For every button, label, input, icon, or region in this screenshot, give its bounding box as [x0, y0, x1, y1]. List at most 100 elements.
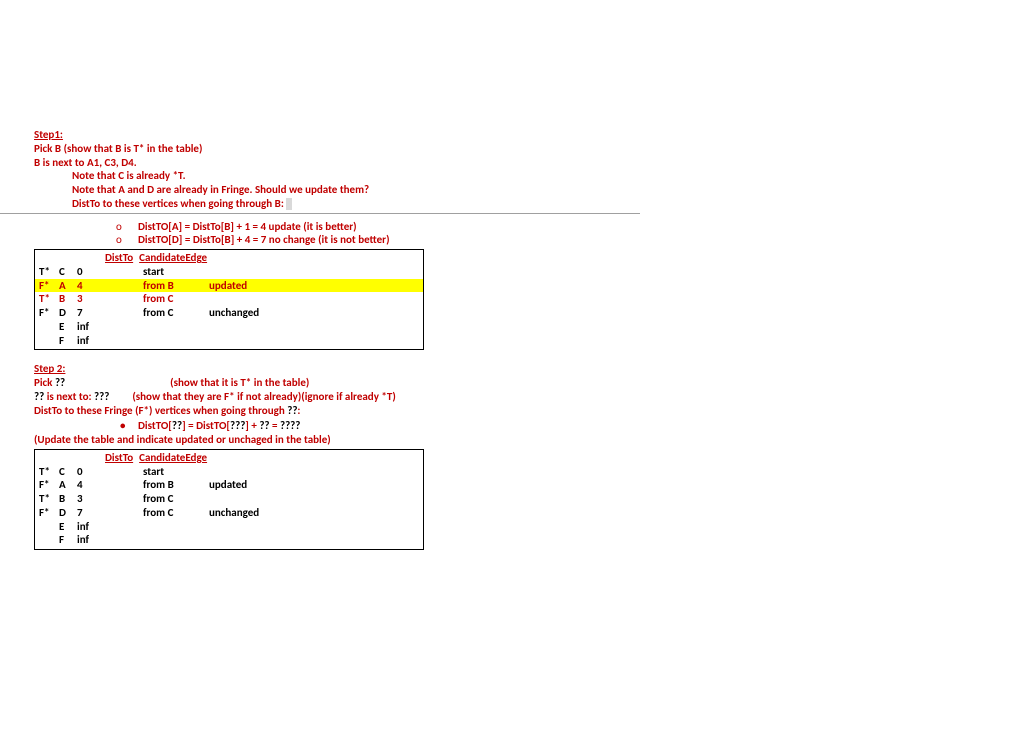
- row-note: [209, 334, 423, 348]
- row-note: [209, 492, 423, 506]
- step2-table: DistTo CandidateEdge T*C0 start F*A4 from B…: [34, 449, 424, 550]
- row-mark: F*: [39, 279, 59, 293]
- c2f: ??: [259, 419, 272, 432]
- row-dist: 3: [77, 292, 105, 306]
- row-mark: T*: [39, 292, 59, 306]
- row-dist: 4: [77, 478, 105, 492]
- step2-calc-line: DistTO[??] = DistTO[???] + ?? = ????: [34, 419, 1024, 433]
- row-edge: from C: [143, 292, 209, 306]
- c2c: ] = DistTO[: [182, 419, 230, 432]
- row-node: B: [59, 292, 77, 306]
- row-note: [209, 320, 423, 334]
- row-edge: [143, 334, 209, 348]
- step1-calc-d: DistTO[D] = DistTo[B] + 4 = 7 no change …: [34, 233, 1024, 247]
- step1-calc-a: DistTO[A] = DistTo[B] + 1 = 4 update (it…: [34, 220, 1024, 234]
- row-edge: [143, 520, 209, 534]
- row-note: [209, 265, 423, 279]
- divider-rule: [0, 213, 640, 214]
- row-edge: from B: [143, 478, 209, 492]
- row-note: updated: [209, 279, 423, 293]
- c2d: ???: [230, 419, 245, 432]
- row-dist: 0: [77, 465, 105, 479]
- step2-next-note: (show that they are F* if not already)(i…: [132, 390, 395, 403]
- step2-table-header: DistTo CandidateEdge: [35, 451, 423, 465]
- table-row: T*B3from C: [35, 492, 423, 506]
- table-row: F*A4 from Bupdated: [35, 478, 423, 492]
- step2-heading: Step 2:: [34, 362, 1024, 376]
- c2g: =: [272, 419, 280, 432]
- step1-heading: Step1:: [34, 128, 1024, 142]
- row-note: [209, 533, 423, 547]
- table-row: F*A4 from Bupdated: [35, 279, 423, 293]
- step2-hdr-distto: DistTo: [105, 451, 133, 465]
- row-mark: [39, 320, 59, 334]
- c2h: ????: [280, 419, 300, 432]
- row-note: [209, 520, 423, 534]
- row-mark: F*: [39, 478, 59, 492]
- table-row: F*D7 from Cunchanged: [35, 506, 423, 520]
- row-edge: from C: [143, 306, 209, 320]
- row-mark: F*: [39, 506, 59, 520]
- row-dist: 7: [77, 506, 105, 520]
- step2-distto-prefix: DistTo to these Fringe (F*) vertices whe…: [34, 404, 287, 417]
- row-node: A: [59, 478, 77, 492]
- step1-next-line: B is next to A1, C3, D4.: [34, 156, 1024, 170]
- row-edge: from C: [143, 506, 209, 520]
- table-row: T*B3 from C: [35, 292, 423, 306]
- row-note: updated: [209, 478, 423, 492]
- row-node: F: [59, 334, 77, 348]
- step1-table: DistTo CandidateEdge T*C0startF*A4from B…: [34, 249, 424, 350]
- step1-hdr-distto: DistTo: [105, 251, 133, 265]
- row-mark: [39, 334, 59, 348]
- row-node: C: [59, 265, 77, 279]
- row-mark: T*: [39, 492, 59, 506]
- step2-distto-qq: ??: [287, 404, 297, 417]
- row-dist: inf: [77, 520, 105, 534]
- row-note: [209, 292, 423, 306]
- table-row: Einf: [35, 520, 423, 534]
- row-node: F: [59, 533, 77, 547]
- step2-update-note: (Update the table and indicate updated o…: [34, 433, 1024, 447]
- step2-pick-line: Pick ?? (show that it is T* in the table…: [34, 376, 1024, 390]
- row-node: D: [59, 506, 77, 520]
- step2-next-qqq: ???: [94, 390, 109, 403]
- step1-pick-line: Pick B (show that B is T* in the table): [34, 142, 1024, 156]
- row-dist: inf: [77, 334, 105, 348]
- c2b: ??: [172, 419, 182, 432]
- row-edge: [143, 533, 209, 547]
- step2-hdr-edge: CandidateEdge: [139, 451, 207, 465]
- row-edge: from C: [143, 492, 209, 506]
- row-edge: from B: [143, 279, 209, 293]
- c2e: ] +: [245, 419, 259, 432]
- row-node: A: [59, 279, 77, 293]
- step1-hdr-edge: CandidateEdge: [139, 251, 207, 265]
- step2-calc-list: DistTO[??] = DistTO[???] + ?? = ????: [34, 419, 1024, 433]
- row-node: E: [59, 520, 77, 534]
- row-node: B: [59, 492, 77, 506]
- table-row: T*C0 start: [35, 465, 423, 479]
- step2-next-line: ?? is next to: ??? (show that they are F…: [34, 390, 1024, 404]
- row-mark: T*: [39, 265, 59, 279]
- step2-pick-note: (show that it is T* in the table): [170, 376, 309, 389]
- row-node: C: [59, 465, 77, 479]
- step2-next-qq: ??: [34, 390, 47, 403]
- row-mark: [39, 520, 59, 534]
- step1-table-header: DistTo CandidateEdge: [35, 251, 423, 265]
- row-edge: [143, 320, 209, 334]
- row-dist: 4: [77, 279, 105, 293]
- step1-note-ad: Note that A and D are already in Fringe.…: [34, 183, 1024, 197]
- row-note: unchanged: [209, 506, 423, 520]
- row-node: E: [59, 320, 77, 334]
- table-row: Einf: [35, 320, 423, 334]
- row-mark: T*: [39, 465, 59, 479]
- row-edge: start: [143, 465, 209, 479]
- step2-pick-prefix: Pick: [34, 376, 55, 389]
- c2a: DistTO[: [138, 419, 172, 432]
- row-dist: 7: [77, 306, 105, 320]
- row-dist: inf: [77, 533, 105, 547]
- step1-note-c: Note that C is already *T.: [34, 169, 1024, 183]
- step2-distto-line: DistTo to these Fringe (F*) vertices whe…: [34, 404, 1024, 418]
- row-note: [209, 465, 423, 479]
- step2-pick-qq: ??: [55, 376, 65, 389]
- step1-calc-list: DistTO[A] = DistTo[B] + 1 = 4 update (it…: [34, 220, 1024, 248]
